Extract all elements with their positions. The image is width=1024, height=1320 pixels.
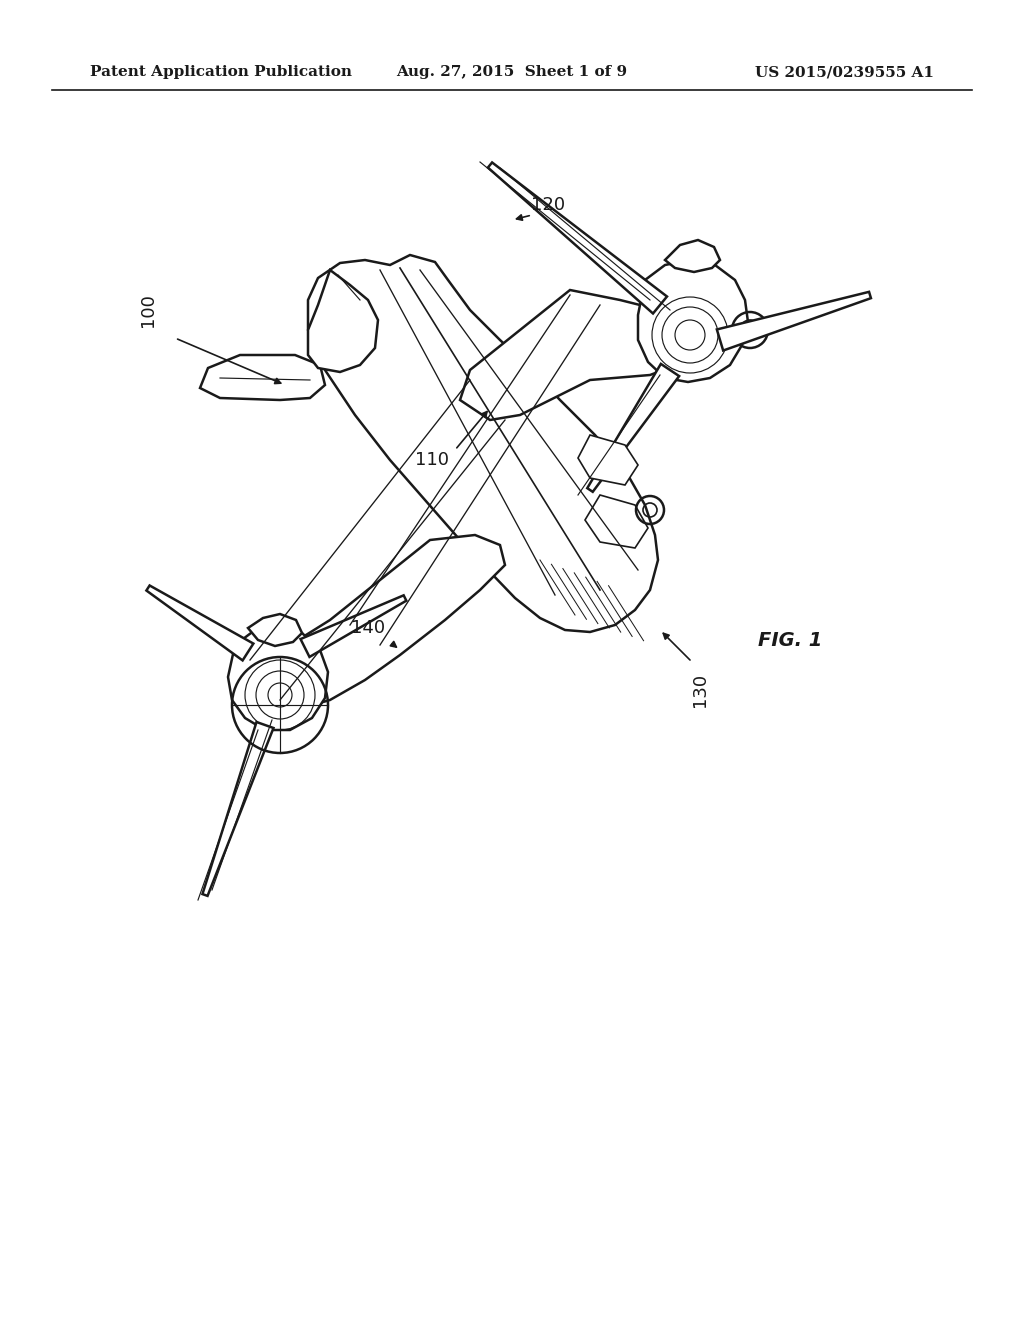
Polygon shape (587, 364, 679, 492)
Text: 110: 110 (415, 451, 449, 469)
Polygon shape (308, 255, 658, 632)
Text: 100: 100 (139, 293, 157, 327)
Polygon shape (585, 495, 648, 548)
Text: 120: 120 (530, 195, 565, 214)
Text: FIG. 1: FIG. 1 (758, 631, 822, 649)
Text: Patent Application Publication: Patent Application Publication (90, 65, 352, 79)
Text: US 2015/0239555 A1: US 2015/0239555 A1 (755, 65, 934, 79)
Polygon shape (638, 260, 748, 381)
Polygon shape (717, 292, 871, 351)
Polygon shape (250, 535, 505, 710)
Polygon shape (665, 240, 720, 272)
Text: Aug. 27, 2015  Sheet 1 of 9: Aug. 27, 2015 Sheet 1 of 9 (396, 65, 628, 79)
Polygon shape (300, 595, 407, 657)
Text: 140: 140 (351, 619, 385, 638)
Polygon shape (200, 355, 325, 400)
Polygon shape (578, 436, 638, 484)
Polygon shape (487, 162, 667, 313)
Text: 130: 130 (691, 673, 709, 708)
Polygon shape (228, 626, 328, 730)
Polygon shape (203, 722, 273, 896)
Polygon shape (146, 586, 253, 660)
Polygon shape (308, 271, 378, 372)
Polygon shape (248, 614, 302, 645)
Polygon shape (460, 290, 695, 420)
